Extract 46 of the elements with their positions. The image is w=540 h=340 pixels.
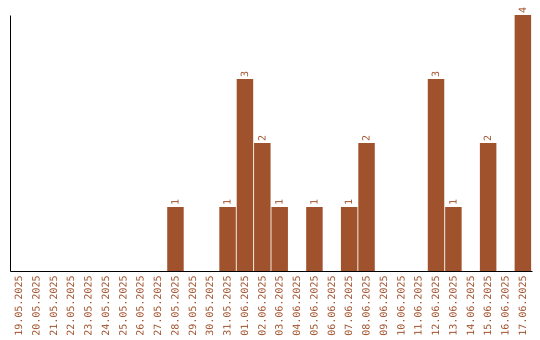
x-tick-label: 31.05.2025 — [222, 276, 234, 336]
x-tick-label: 16.06.2025 — [500, 276, 512, 336]
x-tick-label: 23.05.2025 — [84, 276, 95, 336]
x-tick-label: 01.06.2025 — [240, 276, 251, 336]
x-tick-label: 15.06.2025 — [483, 276, 494, 336]
data-label: 1 — [448, 198, 460, 205]
x-tick-label: 25.05.2025 — [118, 276, 130, 336]
x-tick-label: 03.06.2025 — [274, 276, 286, 336]
x-tick-label: 21.05.2025 — [48, 276, 60, 336]
x-tick-label: 06.06.2025 — [326, 276, 338, 336]
data-label: 1 — [274, 198, 286, 205]
data-label: 1 — [309, 198, 320, 205]
x-tick-label: 10.06.2025 — [396, 276, 408, 336]
x-tick-label: 02.06.2025 — [257, 276, 268, 336]
data-label: 2 — [257, 134, 268, 141]
x-tick-label: 13.06.2025 — [448, 276, 460, 336]
data-label: 3 — [240, 70, 251, 77]
x-tick-label: 09.06.2025 — [378, 276, 390, 336]
x-tick-label: 30.05.2025 — [205, 276, 216, 336]
x-tick-label: 07.06.2025 — [344, 276, 356, 336]
x-tick-label: 04.06.2025 — [292, 276, 304, 336]
data-label: 2 — [362, 134, 373, 141]
x-tick-label: 11.06.2025 — [414, 276, 425, 336]
x-tick-label: 05.06.2025 — [309, 276, 320, 336]
data-label: 1 — [170, 198, 182, 205]
x-tick-label: 28.05.2025 — [170, 276, 182, 336]
x-tick-label: 19.05.2025 — [14, 276, 26, 336]
x-tick-label: 22.05.2025 — [66, 276, 78, 336]
data-label: 3 — [431, 70, 442, 77]
data-label: 1 — [222, 198, 234, 205]
data-label: 4 — [518, 6, 529, 13]
x-tick-label: 17.06.2025 — [518, 276, 529, 336]
x-tick-label: 27.05.2025 — [153, 276, 164, 336]
bar — [306, 207, 323, 271]
bar — [514, 15, 532, 271]
x-tick-label: 14.06.2025 — [466, 276, 477, 336]
data-label: 1 — [344, 198, 356, 205]
x-tick-label: 12.06.2025 — [431, 276, 442, 336]
bar — [167, 207, 184, 271]
bar — [480, 143, 496, 271]
x-tick-label: 20.05.2025 — [31, 276, 42, 336]
x-tick-label: 29.05.2025 — [188, 276, 199, 336]
x-tick-label: 26.05.2025 — [136, 276, 147, 336]
x-tick-label: 08.06.2025 — [362, 276, 373, 336]
data-label: 2 — [483, 134, 494, 141]
x-tick-label: 24.05.2025 — [100, 276, 112, 336]
